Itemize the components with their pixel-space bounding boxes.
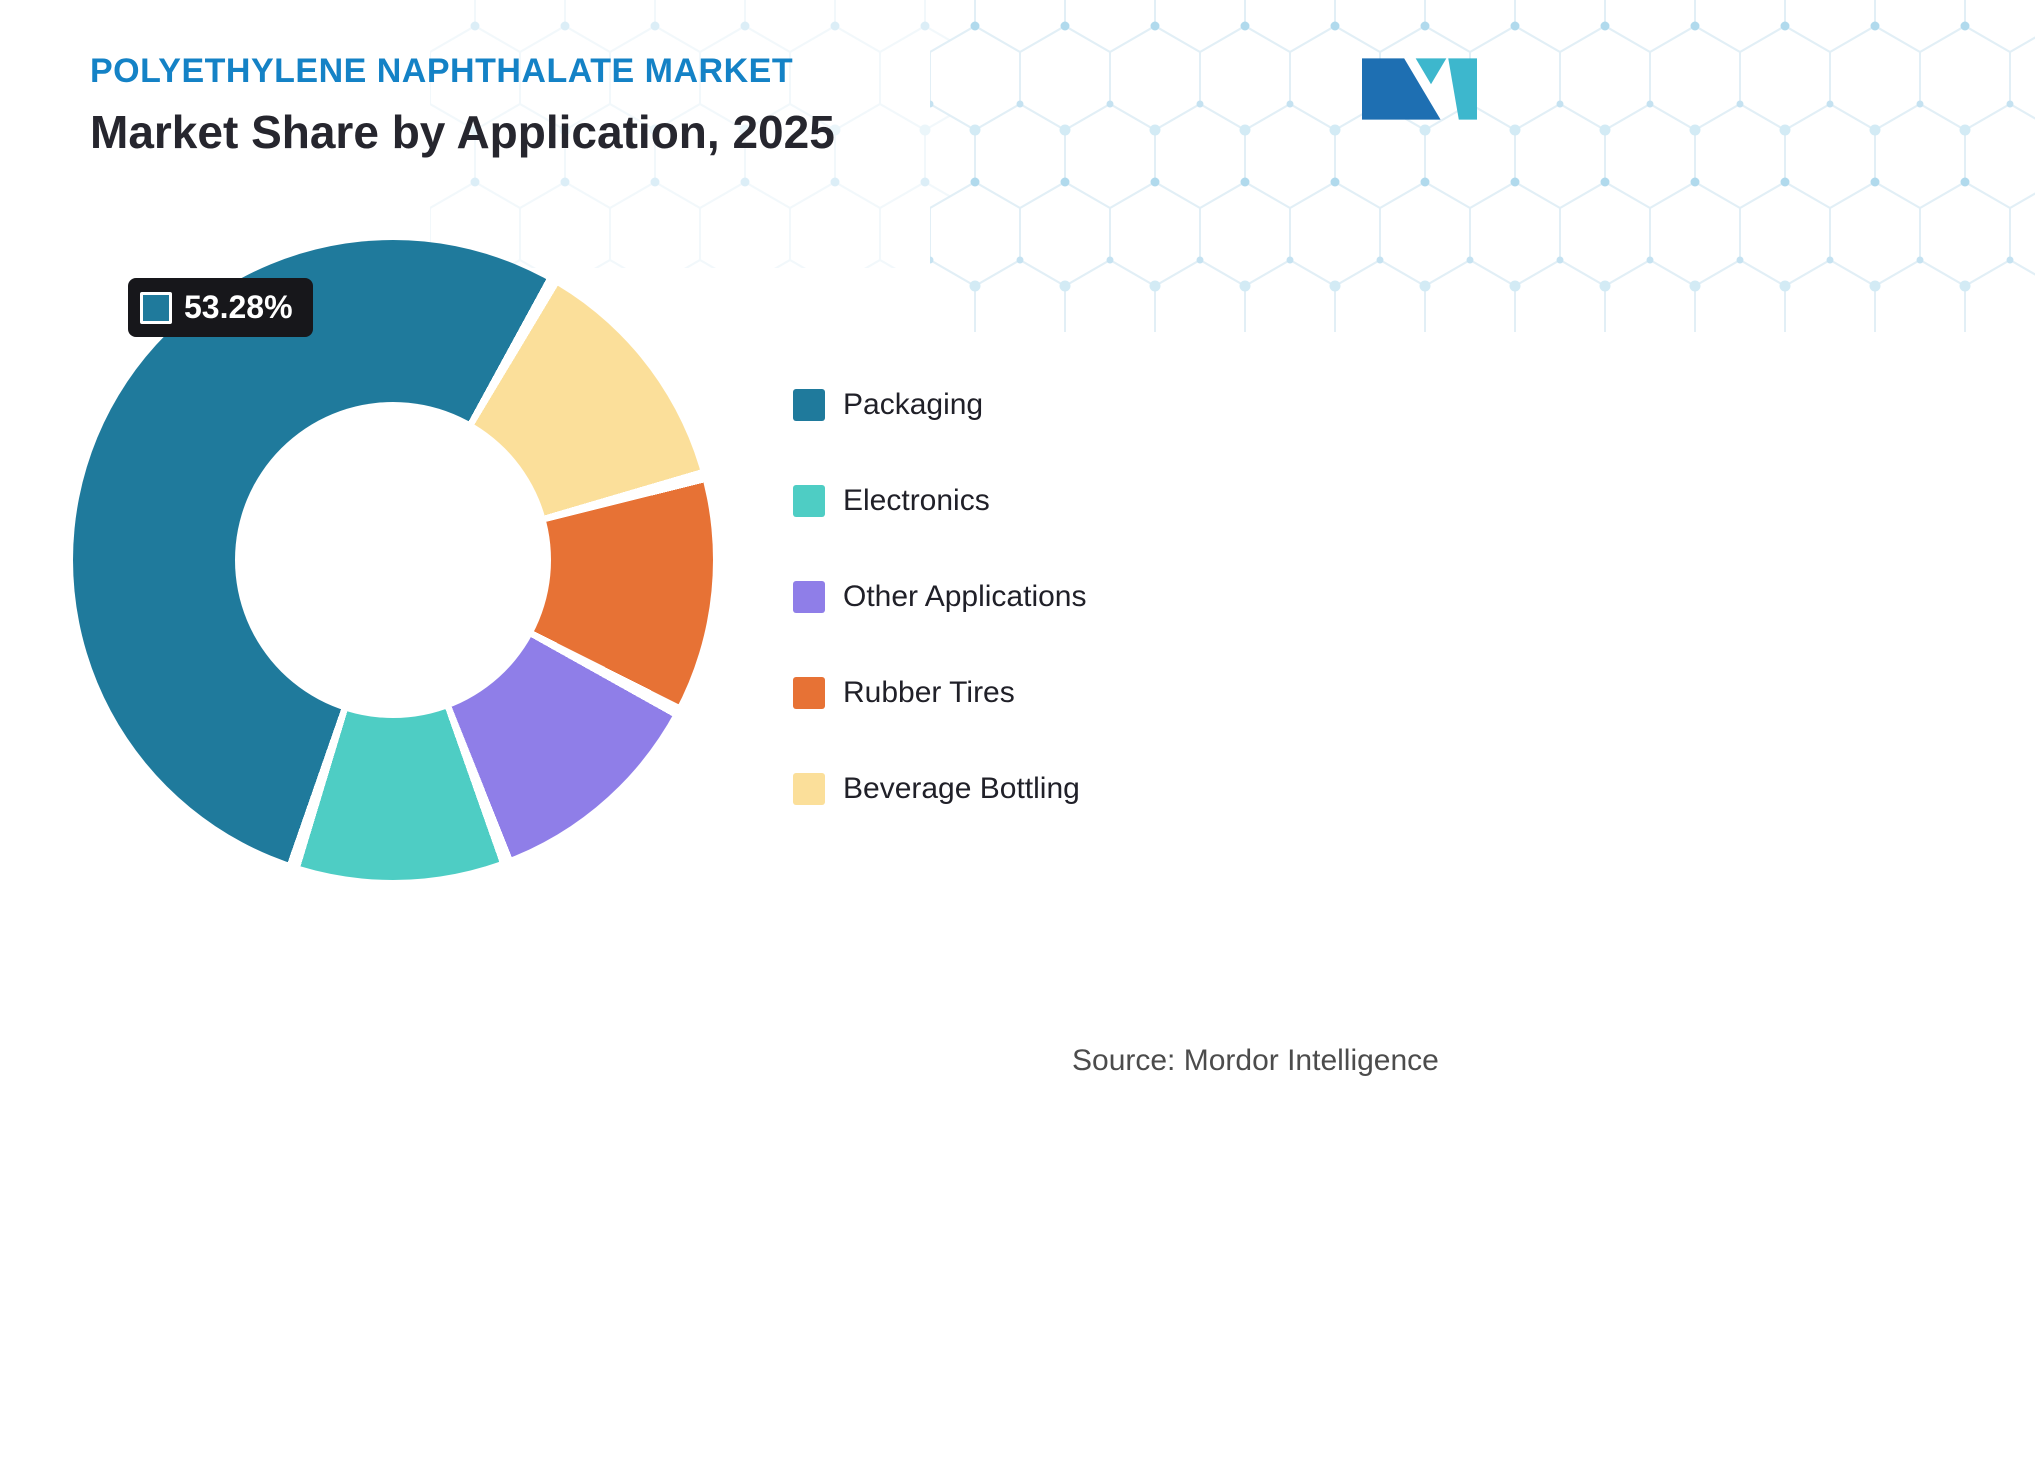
legend-label: Packaging	[843, 388, 984, 421]
market-name-title: POLYETHYLENE NAPHTHALATE MARKET	[90, 52, 794, 90]
source-note: Source: Mordor Intelligence	[1072, 1044, 1439, 1077]
donut-chart	[73, 240, 713, 880]
legend-swatch-packaging-icon	[793, 389, 825, 421]
hex-pattern-decoration-right	[930, 0, 2035, 332]
legend-swatch-electronics-icon	[793, 485, 825, 517]
callout-swatch-icon	[140, 291, 172, 324]
legend-item-beverage-bottling: Beverage Bottling	[793, 772, 1086, 805]
legend-label: Rubber Tires	[843, 676, 1015, 709]
legend-swatch-other-applications-icon	[793, 581, 825, 613]
header: POLYETHYLENE NAPHTHALATE MARKET Market S…	[90, 52, 835, 159]
page-title: Market Share by Application, 2025	[90, 106, 835, 158]
donut-hole	[235, 402, 551, 718]
packaging-value-callout: 53.28%	[128, 278, 313, 337]
chart-legend: Packaging Electronics Other Applications…	[793, 388, 1087, 805]
legend-swatch-rubber-tires-icon	[793, 677, 825, 709]
legend-item-packaging: Packaging	[793, 388, 1086, 421]
legend-swatch-beverage-bottling-icon	[793, 773, 825, 805]
legend-label: Electronics	[843, 484, 990, 517]
mordor-intelligence-logo-icon	[1362, 58, 1477, 120]
legend-label: Beverage Bottling	[843, 772, 1080, 805]
legend-item-other-applications: Other Applications	[793, 580, 1087, 613]
legend-item-electronics: Electronics	[793, 484, 1086, 517]
legend-item-rubber-tires: Rubber Tires	[793, 676, 1086, 709]
legend-label: Other Applications	[843, 580, 1087, 613]
callout-value: 53.28%	[184, 289, 293, 325]
